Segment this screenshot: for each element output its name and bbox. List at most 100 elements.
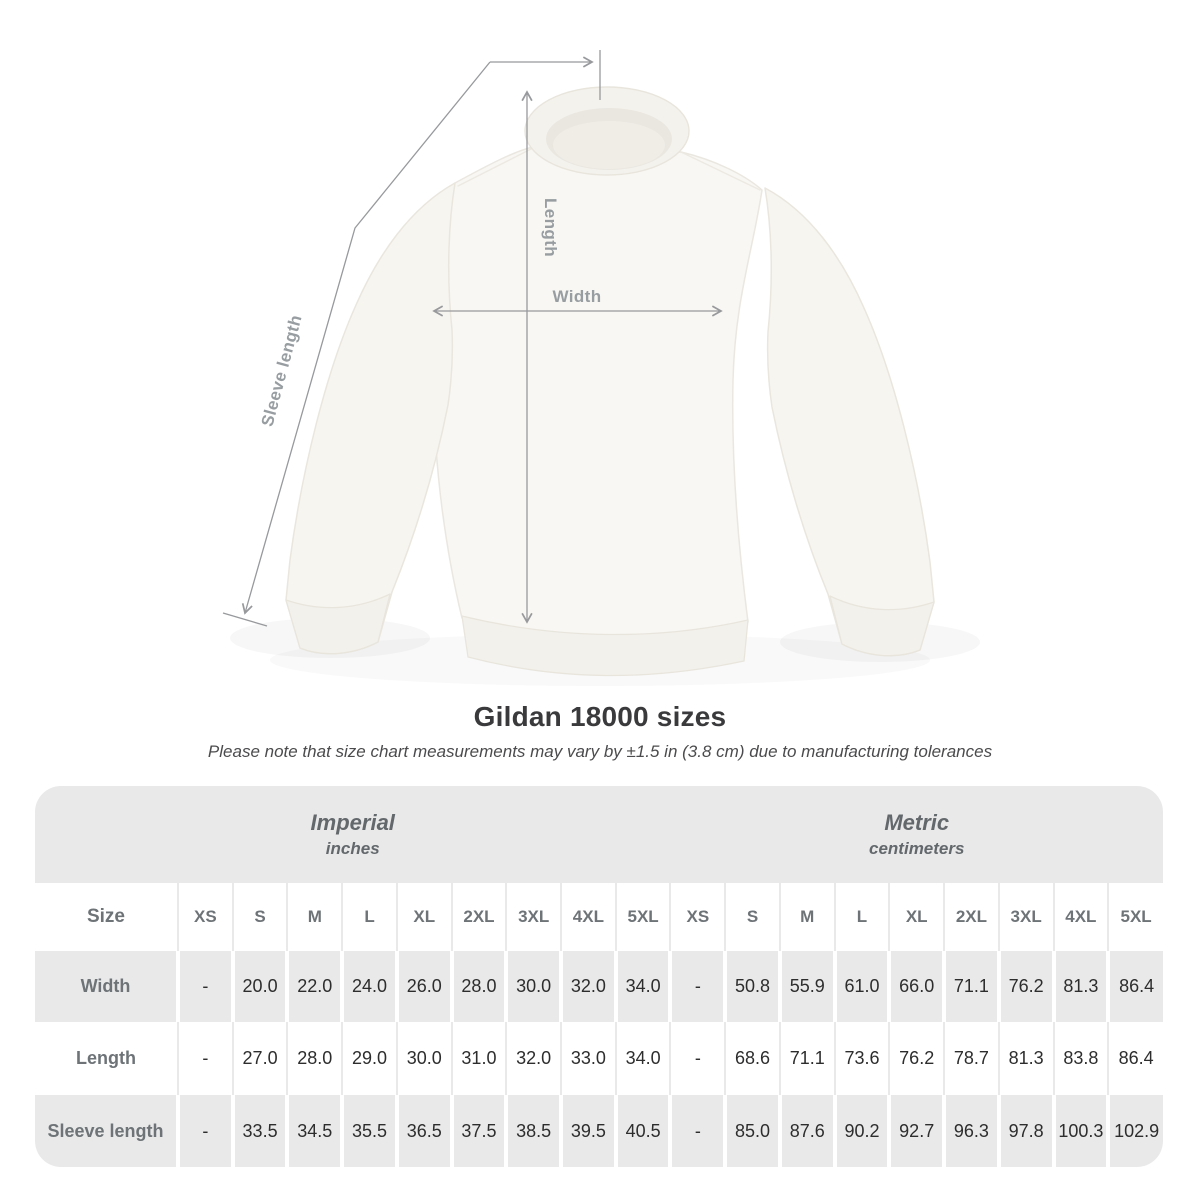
value-cell: 85.0 [723,1095,780,1167]
col-header: 3XL [505,883,562,951]
value-cell: - [177,1022,233,1095]
value-cell: 30.0 [395,1022,452,1095]
col-header: M [778,883,835,951]
value-cell: - [668,1095,726,1167]
imperial-band: Imperial inches [35,786,671,883]
value-cell: 76.2 [888,1022,945,1095]
col-header: 5XL [1107,883,1163,951]
value-cell: 34.0 [613,951,671,1022]
col-header: 3XL [997,883,1054,951]
sweatshirt-body [433,146,763,638]
metric-unit-label: centimeters [869,839,965,859]
value-cell: 33.5 [230,1095,288,1167]
value-cell: 81.3 [1051,951,1109,1022]
table-row-sleeve-length: Sleeve length - 33.5 34.5 35.5 36.5 37.5… [35,1095,1163,1167]
left-shoulder-seam [457,147,534,187]
value-cell: 40.5 [613,1095,671,1167]
value-cell: 24.0 [340,951,397,1022]
tolerance-note: Please note that size chart measurements… [207,742,993,761]
value-cell: 32.0 [505,1022,562,1095]
measurement-lines [222,50,723,627]
value-cell: 86.4 [1107,1022,1163,1095]
col-header: M [286,883,343,951]
metric-label: Metric [884,809,950,835]
row-label: Length [35,1022,178,1095]
value-cell: 102.9 [1106,1095,1163,1167]
value-cell: 86.4 [1106,951,1163,1022]
sleeve-length-label: Sleeve length [258,313,306,429]
value-cell: 81.3 [997,1022,1054,1095]
metric-band: Metric centimeters [670,786,1163,883]
col-header: S [231,883,288,951]
col-header: 5XL [614,883,671,951]
table-row-length: Length - 27.0 28.0 29.0 30.0 31.0 32.0 3… [35,1022,1163,1095]
value-cell: 68.6 [724,1022,780,1095]
value-cell: 100.3 [1051,1095,1109,1167]
value-cell: 55.9 [777,951,835,1022]
value-cell: 78.7 [943,1022,999,1095]
value-cell: 73.6 [833,1022,890,1095]
value-cell: - [176,951,233,1022]
value-cell: 27.0 [231,1022,288,1095]
left-cuff [285,593,391,655]
size-header-row: Size XS S M L XL 2XL 3XL 4XL 5XL XS S M … [35,883,1163,951]
col-header: 4XL [1052,883,1109,951]
value-cell: 30.0 [504,951,562,1022]
sweatshirt-measurement-diagram: Length Width Sleeve length [222,50,935,677]
collar [524,86,690,176]
col-header: XL [395,883,452,951]
value-cell: 35.5 [340,1095,397,1167]
value-cell: - [668,951,726,1022]
width-label: Width [552,287,601,306]
value-cell: 29.0 [341,1022,397,1095]
value-cell: 87.6 [777,1095,835,1167]
imperial-label: Imperial [310,809,395,835]
col-header: XS [177,883,233,951]
cuff-tick [222,612,268,627]
value-cell: 37.5 [449,1095,507,1167]
value-cell: 83.8 [1052,1022,1109,1095]
value-cell: 61.0 [832,951,890,1022]
sleeve-length-line [241,61,491,615]
unit-band-row: Imperial inches Metric centimeters [35,786,1163,883]
value-cell: 39.5 [559,1095,616,1167]
col-header: S [724,883,780,951]
value-cell: 34.5 [285,1095,343,1167]
value-cell: 66.0 [887,951,945,1022]
value-cell: 97.8 [996,1095,1054,1167]
value-cell: 38.5 [504,1095,562,1167]
value-cell: 33.0 [560,1022,616,1095]
hem-ribbing [461,615,749,677]
imperial-unit-label: inches [325,839,380,859]
right-shoulder-seam [680,151,761,191]
sweatshirt-illustration [285,86,935,677]
value-cell: 32.0 [559,951,616,1022]
right-sleeve [764,187,935,657]
value-cell: 31.0 [450,1022,507,1095]
size-header: Size [35,883,178,951]
col-header: 2XL [943,883,999,951]
value-cell: 36.5 [394,1095,452,1167]
col-header: XL [888,883,945,951]
value-cell: 50.8 [723,951,780,1022]
size-chart-table: Imperial inches Metric centimeters Size … [35,786,1163,1167]
row-label: Width [35,951,178,1022]
value-cell: - [176,1095,233,1167]
row-label: Sleeve length [35,1095,178,1167]
value-cell: 71.1 [942,951,999,1022]
right-cuff [829,595,935,657]
col-header: L [341,883,397,951]
value-cell: 92.7 [887,1095,945,1167]
value-cell: 28.0 [449,951,507,1022]
col-header: XS [669,883,726,951]
left-sleeve [285,182,456,655]
value-cell: 76.2 [996,951,1054,1022]
col-header: 4XL [560,883,616,951]
value-cell: 96.3 [942,1095,999,1167]
value-cell: 28.0 [286,1022,343,1095]
value-cell: 22.0 [285,951,343,1022]
value-cell: 34.0 [614,1022,671,1095]
value-cell: 20.0 [230,951,288,1022]
value-cell: 26.0 [394,951,452,1022]
